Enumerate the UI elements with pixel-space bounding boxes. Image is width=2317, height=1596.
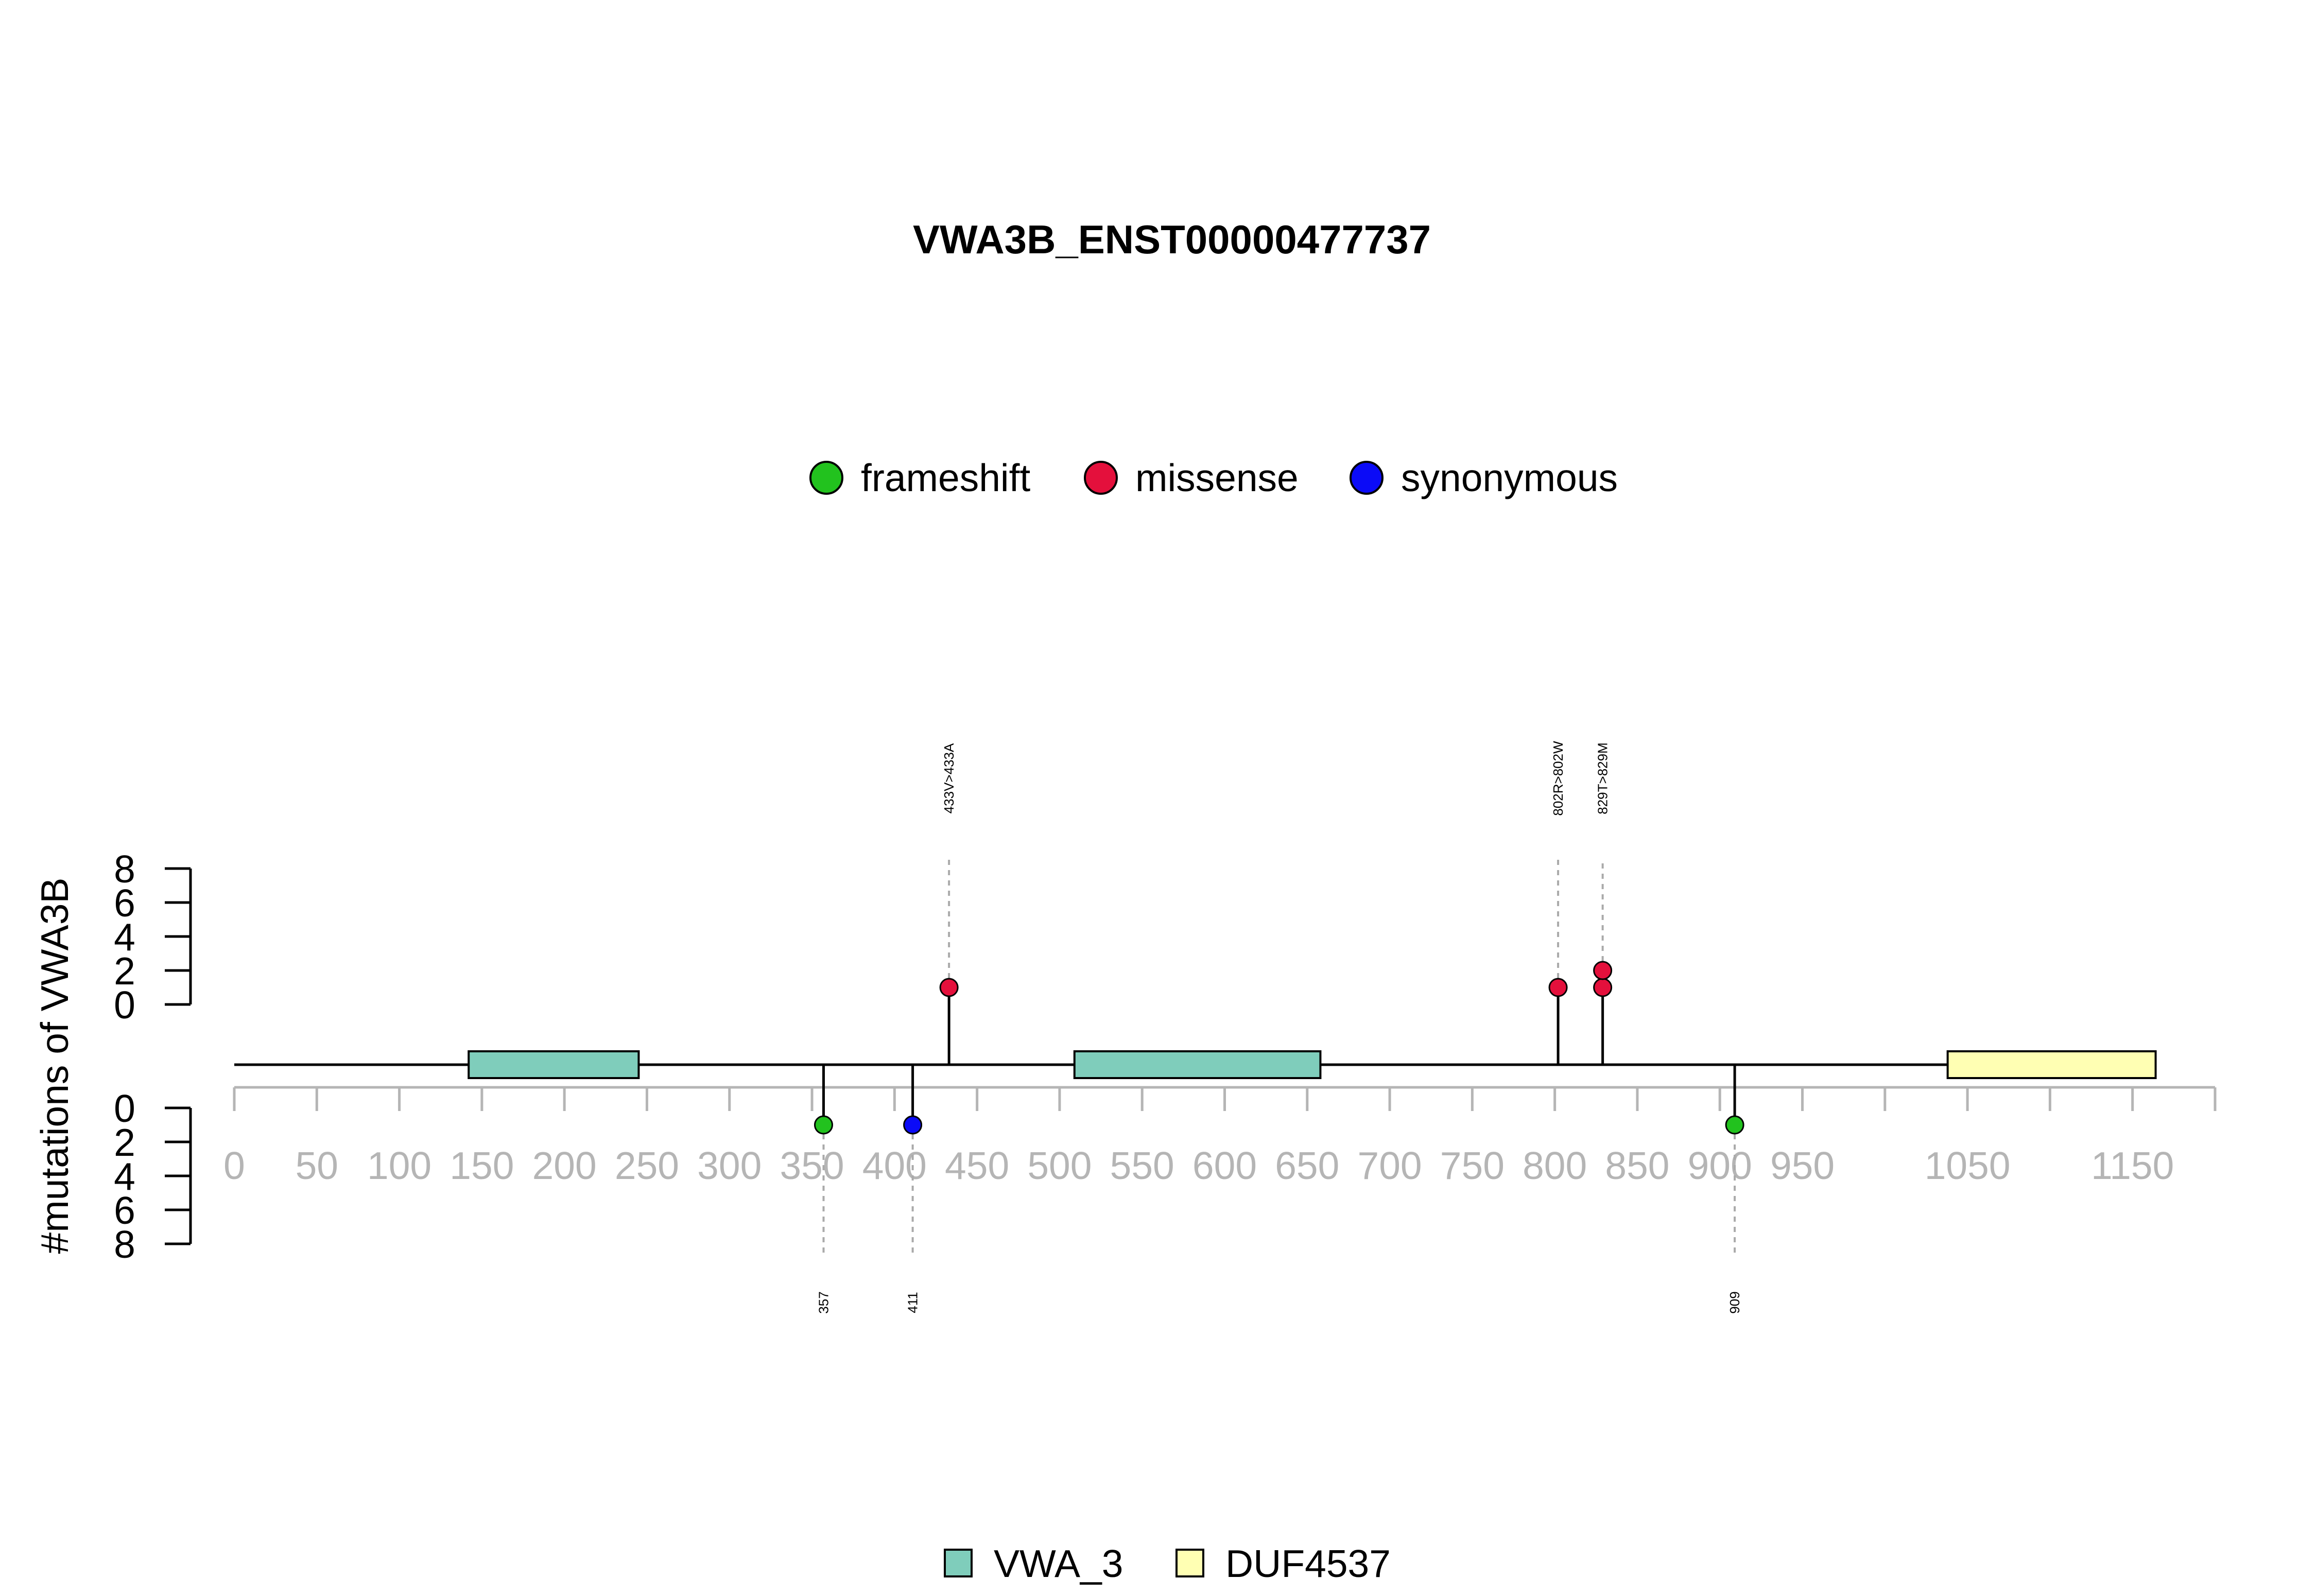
x-tick-label: 800 [1523,1144,1587,1187]
mutation-point-frameshift [1725,1115,1744,1135]
domain-vwa_3 [468,1050,640,1079]
mutation-point-missense [1548,978,1568,997]
mutation-point-missense [1593,961,1613,980]
legend-label: missense [1135,456,1299,499]
x-tick-label: 950 [1770,1144,1835,1187]
domain-legend-label: DUF4537 [1225,1542,1391,1585]
mutation-label: 411 [905,1292,921,1313]
y-tick-label-top: 4 [114,915,135,959]
legend-label: synonymous [1401,456,1618,499]
x-tick-label: 1050 [1925,1144,2011,1187]
domain-legend-swatch [944,1549,973,1577]
x-tick-label: 600 [1192,1144,1257,1187]
domain-legend: VWA_3 DUF4537 [944,1542,1391,1585]
mutations: 433V>433A 802R>802W 829T>829M 357 411 909 [814,741,1744,1314]
mutation-label: 433V>433A [941,743,957,813]
x-tick-label: 850 [1605,1144,1669,1187]
chart-title: VWA3B_ENST00000477737 [913,217,1431,262]
x-tick-label: 300 [697,1144,762,1187]
x-tick-label: 1150 [2091,1144,2174,1187]
x-tick-label: 700 [1358,1144,1422,1187]
x-tick-label: 100 [367,1144,431,1187]
y-tick-label-bottom: 0 [114,1087,135,1130]
y-tick-label-bottom: 8 [114,1223,135,1266]
x-tick-label: 250 [615,1144,679,1187]
x-tick-label: 200 [532,1144,597,1187]
x-tick-label: 450 [945,1144,1009,1187]
legend-marker-frameshift [809,461,843,495]
x-tick-label: 750 [1440,1144,1505,1187]
domain-vwa_3 [1073,1050,1322,1079]
mutation-point-missense [939,978,959,997]
x-tick-label: 900 [1688,1144,1752,1187]
y-tick-label-bottom: 4 [114,1155,135,1198]
mutation-point-frameshift [814,1115,833,1135]
legend-label: frameshift [861,456,1030,499]
x-tick-label: 650 [1275,1144,1339,1187]
axes: 0 50 100 150 200 250 300 350 400 450 500 550 600 650 7… [114,847,2217,1266]
x-tick-label: 400 [862,1144,927,1187]
y-tick-label-top: 0 [114,983,135,1027]
domain-legend-label: VWA_3 [994,1542,1123,1585]
x-tick-label: 150 [449,1144,514,1187]
mutation-label: 829T>829M [1595,742,1611,814]
domain-duf4537 [1946,1050,2157,1079]
domain-legend-swatch [1175,1549,1204,1577]
y-tick-label-bottom: 2 [114,1121,135,1164]
x-tick-label: 0 [223,1144,245,1187]
x-tick-label: 550 [1110,1144,1174,1187]
domains [234,1050,2157,1079]
y-tick-label-top: 6 [114,881,135,925]
x-tick-label: 350 [780,1144,844,1187]
mutation-point-synonymous [903,1115,923,1135]
mutation-label: 357 [816,1291,831,1313]
mutation-point-missense [1593,978,1613,997]
legend-marker-missense [1084,461,1118,495]
y-tick-label-bottom: 6 [114,1189,135,1232]
y-tick-label-top: 2 [114,949,135,993]
mutation-type-legend: frameshift missense synonymous [809,456,1618,499]
y-tick-label-top: 8 [114,847,135,891]
legend-marker-synonymous [1350,461,1384,495]
x-tick-label: 500 [1027,1144,1092,1187]
x-tick-label: 50 [296,1144,338,1187]
mutation-label: 909 [1727,1291,1742,1313]
mutation-label: 802R>802W [1550,741,1566,816]
y-axis-label: #mutations of VWA3B [33,878,76,1254]
